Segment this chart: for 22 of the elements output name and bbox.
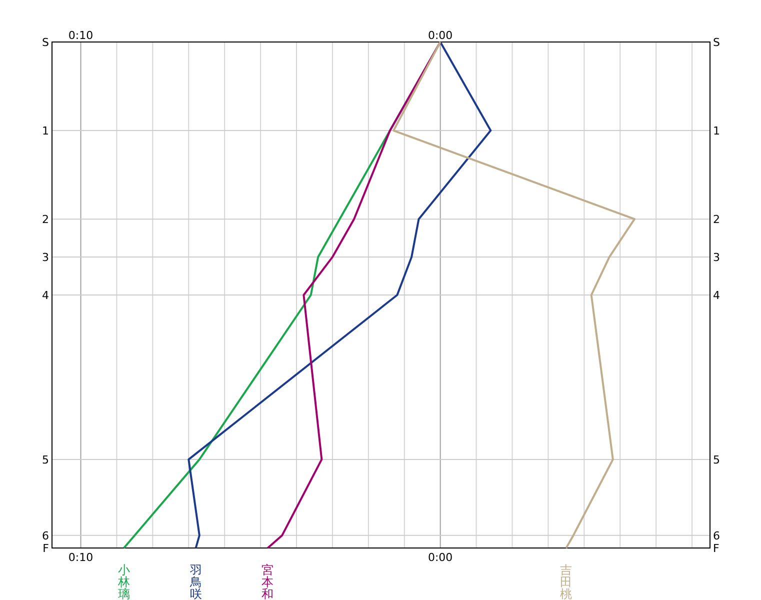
series-label: 羽鳥咲 (188, 563, 202, 600)
x2-tick-label: 0:00 (428, 29, 453, 42)
category-label: 6 (42, 529, 49, 542)
y-tick-label: 4 (713, 289, 720, 302)
y-tick-label: F (713, 542, 720, 555)
category-label: 5 (42, 453, 49, 466)
x2-tick-label: 0:10 (68, 29, 94, 42)
y-tick-label: S (713, 36, 720, 49)
y-tick-label: 2 (713, 213, 720, 226)
y-tick-label: 1 (713, 124, 720, 138)
category-label: 2 (42, 213, 49, 226)
y-tick-label: 3 (713, 251, 720, 264)
series-label: 吉田桃 (560, 563, 572, 600)
category-label: F (42, 542, 49, 555)
category-label: S (42, 36, 49, 49)
series-label: 小林璃 (116, 563, 130, 600)
category-label: 4 (42, 289, 49, 302)
series-label: 宮本和 (262, 563, 274, 600)
category-label: 3 (42, 251, 49, 264)
y-tick-label: 5 (713, 453, 720, 466)
y-tick-label: 6 (713, 529, 720, 542)
category-label: 1 (42, 124, 49, 138)
